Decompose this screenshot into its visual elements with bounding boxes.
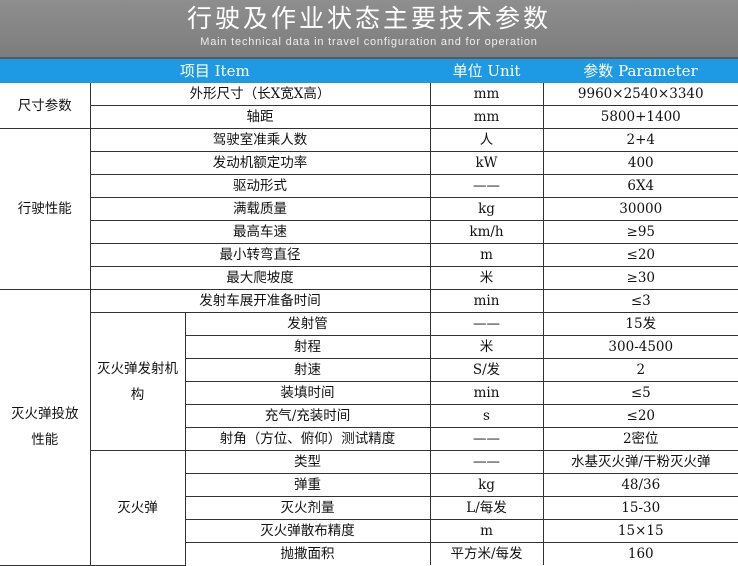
- value-cell: 400: [542, 151, 738, 175]
- unit-cell: 米: [429, 335, 544, 359]
- page-title: 行驶及作业状态主要技术参数: [186, 4, 551, 33]
- table-row: 灭火剂量 L/每发 15-30: [0, 496, 738, 520]
- table-row: 灭火弹发射机构 发射管 —— 15发: [0, 312, 738, 451]
- value-cell: 15×15: [542, 519, 738, 543]
- table-row: 灭火弹投放性能 发射车展开准备时间 min ≤3: [0, 289, 738, 566]
- table-row: 行驶性能 驾驶室准乘人数人 2+4: [0, 128, 738, 290]
- unit-cell: min: [429, 381, 544, 405]
- value-cell: 9960×2540×3340: [542, 82, 738, 106]
- table-row: 充气/充装时间 s ≤20: [0, 404, 738, 428]
- table-row: 最小转弯直径 m ≤20: [0, 243, 738, 267]
- item-cell: 抛撒面积: [185, 542, 431, 565]
- unit-cell: kg: [429, 197, 544, 221]
- unit-cell: kW: [429, 151, 544, 175]
- value-cell: 48/36: [542, 473, 738, 497]
- value-cell: ≤20: [542, 404, 738, 428]
- unit-cell: m: [429, 243, 544, 267]
- item-cell: 灭火剂量: [185, 496, 431, 520]
- table-row: 最高车速 km/h ≥95: [0, 220, 738, 244]
- page-subtitle: Main technical data in travel configurat…: [200, 36, 538, 48]
- value-cell: 2密位: [542, 427, 738, 451]
- table-row: 驱动形式 —— 6X4: [0, 174, 738, 198]
- table-row: 射速 S/发 2: [0, 358, 738, 382]
- table-row: 轴距 mm 5800+1400: [0, 105, 738, 129]
- unit-cell: 米: [429, 266, 544, 290]
- item-cell: 射程: [185, 335, 431, 359]
- value-cell: 300-4500: [542, 335, 738, 359]
- value-cell: ≤20: [542, 243, 738, 267]
- group-label-launch: 灭火弹投放性能: [0, 289, 91, 566]
- unit-cell: km/h: [429, 220, 544, 244]
- value-cell: ≤3: [542, 289, 738, 313]
- title-banner: 行驶及作业状态主要技术参数 Main technical data in tra…: [0, 0, 738, 57]
- unit-cell: S/发: [429, 358, 544, 382]
- item-cell: 射速: [185, 358, 431, 382]
- value-cell: 160: [542, 542, 738, 565]
- value-cell: 2: [542, 358, 738, 382]
- value-cell: 15发: [542, 312, 738, 336]
- unit-cell: m: [429, 519, 544, 543]
- unit-cell: mm: [429, 82, 544, 106]
- unit-cell: ——: [429, 312, 544, 336]
- unit-cell: ——: [429, 427, 544, 451]
- unit-cell: ——: [429, 450, 544, 474]
- item-cell: 射角（方位、俯仰）测试精度: [185, 427, 431, 451]
- item-cell: 轴距: [90, 105, 431, 129]
- value-cell: ≥30: [542, 266, 738, 290]
- item-cell: 发射管: [184, 312, 431, 336]
- table-row: 射角（方位、俯仰）测试精度 —— 2密位: [0, 427, 738, 451]
- value-cell: 2+4: [542, 128, 738, 152]
- group-label-driving: 行驶性能: [0, 128, 91, 290]
- item-cell: 灭火弹散布精度: [185, 519, 431, 543]
- subgroup-label-mechanism: 灭火弹发射机构: [90, 312, 186, 451]
- unit-cell: min: [429, 289, 544, 313]
- unit-cell: 平方米/每发: [429, 542, 544, 565]
- col-header-item: 项目 Item: [0, 59, 431, 83]
- item-cell: 驱动形式: [90, 174, 431, 198]
- item-cell: 装填时间: [185, 381, 431, 405]
- table-row: 发动机额定功率 kW 400: [0, 151, 738, 175]
- unit-cell: 人: [429, 128, 544, 152]
- table-row: 灭火弹散布精度 m 15×15: [0, 519, 738, 543]
- item-cell: 弹重: [185, 473, 431, 497]
- value-cell: 5800+1400: [542, 105, 738, 129]
- table-header: 项目 Item 单位 Unit 参数 Parameter: [0, 59, 738, 83]
- item-cell: 外形尺寸（长X宽X高）: [89, 82, 431, 106]
- unit-cell: ——: [429, 174, 544, 198]
- value-cell: ≥95: [542, 220, 738, 244]
- unit-cell: s: [429, 404, 544, 428]
- table-row: 抛撒面积 平方米/每发 160: [0, 542, 738, 565]
- item-cell: 充气/充装时间: [185, 404, 431, 428]
- value-cell: 30000: [542, 197, 738, 221]
- col-header-unit: 单位 Unit: [429, 59, 544, 83]
- unit-cell: L/每发: [429, 496, 544, 520]
- item-cell: 最高车速: [90, 220, 431, 244]
- item-cell: 发射车展开准备时间: [89, 289, 431, 313]
- table-row: 尺寸参数 外形尺寸（长X宽X高） mm 9960×2540×3340: [0, 82, 738, 129]
- item-cell: 发动机额定功率: [90, 151, 431, 175]
- table-row: 最大爬坡度米 ≥30: [0, 266, 738, 290]
- item-cell: 最小转弯直径: [90, 243, 431, 267]
- table-row: 满载质量 kg 30000: [0, 197, 738, 221]
- item-cell: 类型: [184, 450, 431, 474]
- value-cell: 6X4: [542, 174, 738, 198]
- value-cell: ≤5: [542, 381, 738, 405]
- unit-cell: kg: [429, 473, 544, 497]
- item-cell: 满载质量: [90, 197, 431, 221]
- divider: [0, 57, 738, 59]
- value-cell: 15-30: [542, 496, 738, 520]
- subgroup-label-bomb: 灭火弹: [90, 450, 186, 566]
- col-header-param: 参数 Parameter: [542, 59, 738, 83]
- spec-table: 项目 Item 单位 Unit 参数 Parameter 尺寸参数 外形尺寸（长X…: [0, 59, 738, 566]
- value-cell: 水基灭火弹/干粉灭火弹: [542, 450, 738, 474]
- item-cell: 驾驶室准乘人数: [89, 128, 431, 152]
- table-row: 弹重 kg 48/36: [0, 473, 738, 497]
- item-cell: 最大爬坡度: [90, 266, 431, 290]
- group-label-size: 尺寸参数: [0, 82, 91, 129]
- table-row: 装填时间 min ≤5: [0, 381, 738, 405]
- table-row: 灭火弹 类型 —— 水基灭火弹/干粉灭火弹: [0, 450, 738, 566]
- unit-cell: mm: [429, 105, 544, 129]
